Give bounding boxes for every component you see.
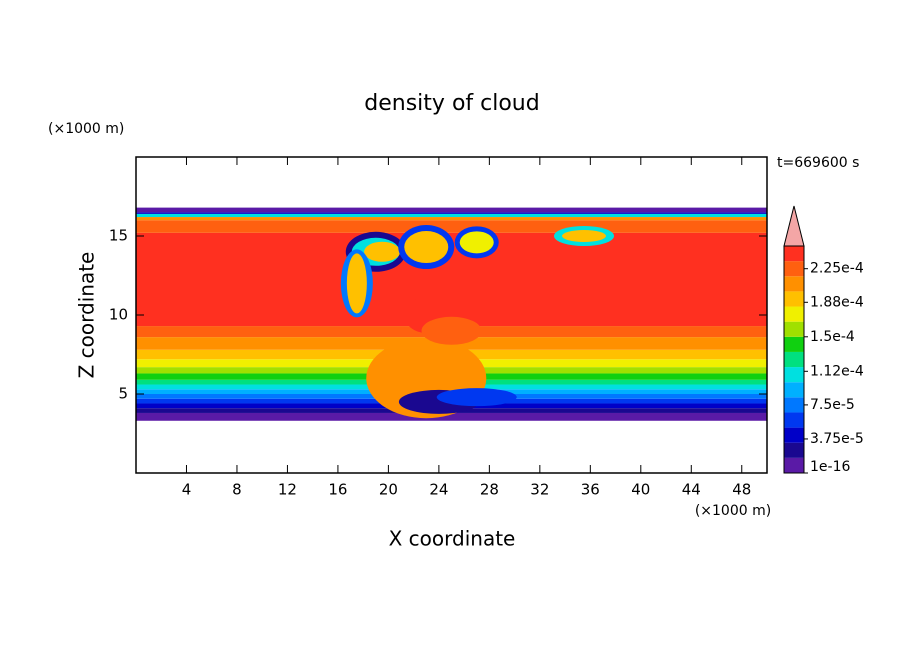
- x-tick-label: 8: [232, 481, 242, 499]
- x-axis-label: X coordinate: [389, 527, 516, 551]
- colorbar-swatch: [784, 291, 804, 307]
- field-eddy: [364, 241, 401, 262]
- field-eddy: [421, 316, 482, 345]
- colorbar-swatch: [784, 246, 804, 262]
- field-gap: [137, 158, 766, 208]
- colorbar-swatch: [784, 261, 804, 277]
- colorbar-swatch: [784, 427, 804, 443]
- field-layer: [136, 412, 767, 421]
- x-unit: (×1000 m): [695, 503, 771, 519]
- colorbar-swatch: [784, 457, 804, 473]
- colorbar-swatch: [784, 397, 804, 413]
- x-tick-label: 24: [429, 481, 448, 499]
- field-layer: [136, 220, 767, 233]
- x-tick-label: 36: [581, 481, 600, 499]
- colorbar-swatch: [784, 306, 804, 322]
- colorbar-label: 2.25e-4: [810, 261, 864, 277]
- y-unit: (×1000 m): [48, 121, 124, 137]
- field-layer: [136, 213, 767, 218]
- colorbar-swatch: [784, 321, 804, 337]
- x-tick-label: 20: [379, 481, 398, 499]
- colorbar-label: 1.5e-4: [810, 329, 855, 345]
- colorbar-swatch: [784, 276, 804, 292]
- x-tick-label: 32: [530, 481, 549, 499]
- colorbar-swatch: [784, 442, 804, 458]
- field-eddy: [404, 231, 449, 264]
- field-eddy: [436, 388, 517, 407]
- colorbar-swatch: [784, 382, 804, 398]
- colorbar-swatch: [784, 367, 804, 383]
- y-tick-label: 10: [109, 306, 128, 324]
- colorbar-swatch: [784, 336, 804, 352]
- colorbar-extend: [783, 205, 805, 247]
- field-layer: [136, 212, 767, 214]
- y-axis-label: Z coordinate: [75, 252, 99, 379]
- colorbar-swatch: [784, 351, 804, 368]
- x-tick-label: 4: [182, 481, 192, 499]
- field-eddy: [562, 230, 607, 242]
- colorbar-label: 3.75e-5: [810, 431, 864, 447]
- y-tick-label: 15: [109, 227, 128, 245]
- colorbar-label: 1.88e-4: [810, 294, 864, 310]
- x-tick-label: 16: [328, 481, 347, 499]
- field-gap: [137, 420, 766, 472]
- colorbar-label: 1e-16: [810, 459, 850, 475]
- y-tick-label: 5: [118, 385, 128, 403]
- field-eddy: [459, 231, 494, 254]
- x-tick-label: 28: [480, 481, 499, 499]
- field-layer: [136, 207, 767, 213]
- colorbar-label: 1.12e-4: [810, 363, 864, 379]
- time-label: t=669600 s: [777, 155, 859, 171]
- colorbar-label: 7.5e-5: [810, 397, 855, 413]
- field-eddy: [346, 253, 367, 314]
- x-tick-label: 12: [278, 481, 297, 499]
- field-layer: [136, 217, 767, 221]
- x-tick-label: 48: [732, 481, 751, 499]
- colorbar-swatch: [784, 412, 804, 428]
- x-tick-label: 40: [631, 481, 650, 499]
- chart-title: density of cloud: [364, 91, 539, 116]
- x-tick-label: 44: [682, 481, 701, 499]
